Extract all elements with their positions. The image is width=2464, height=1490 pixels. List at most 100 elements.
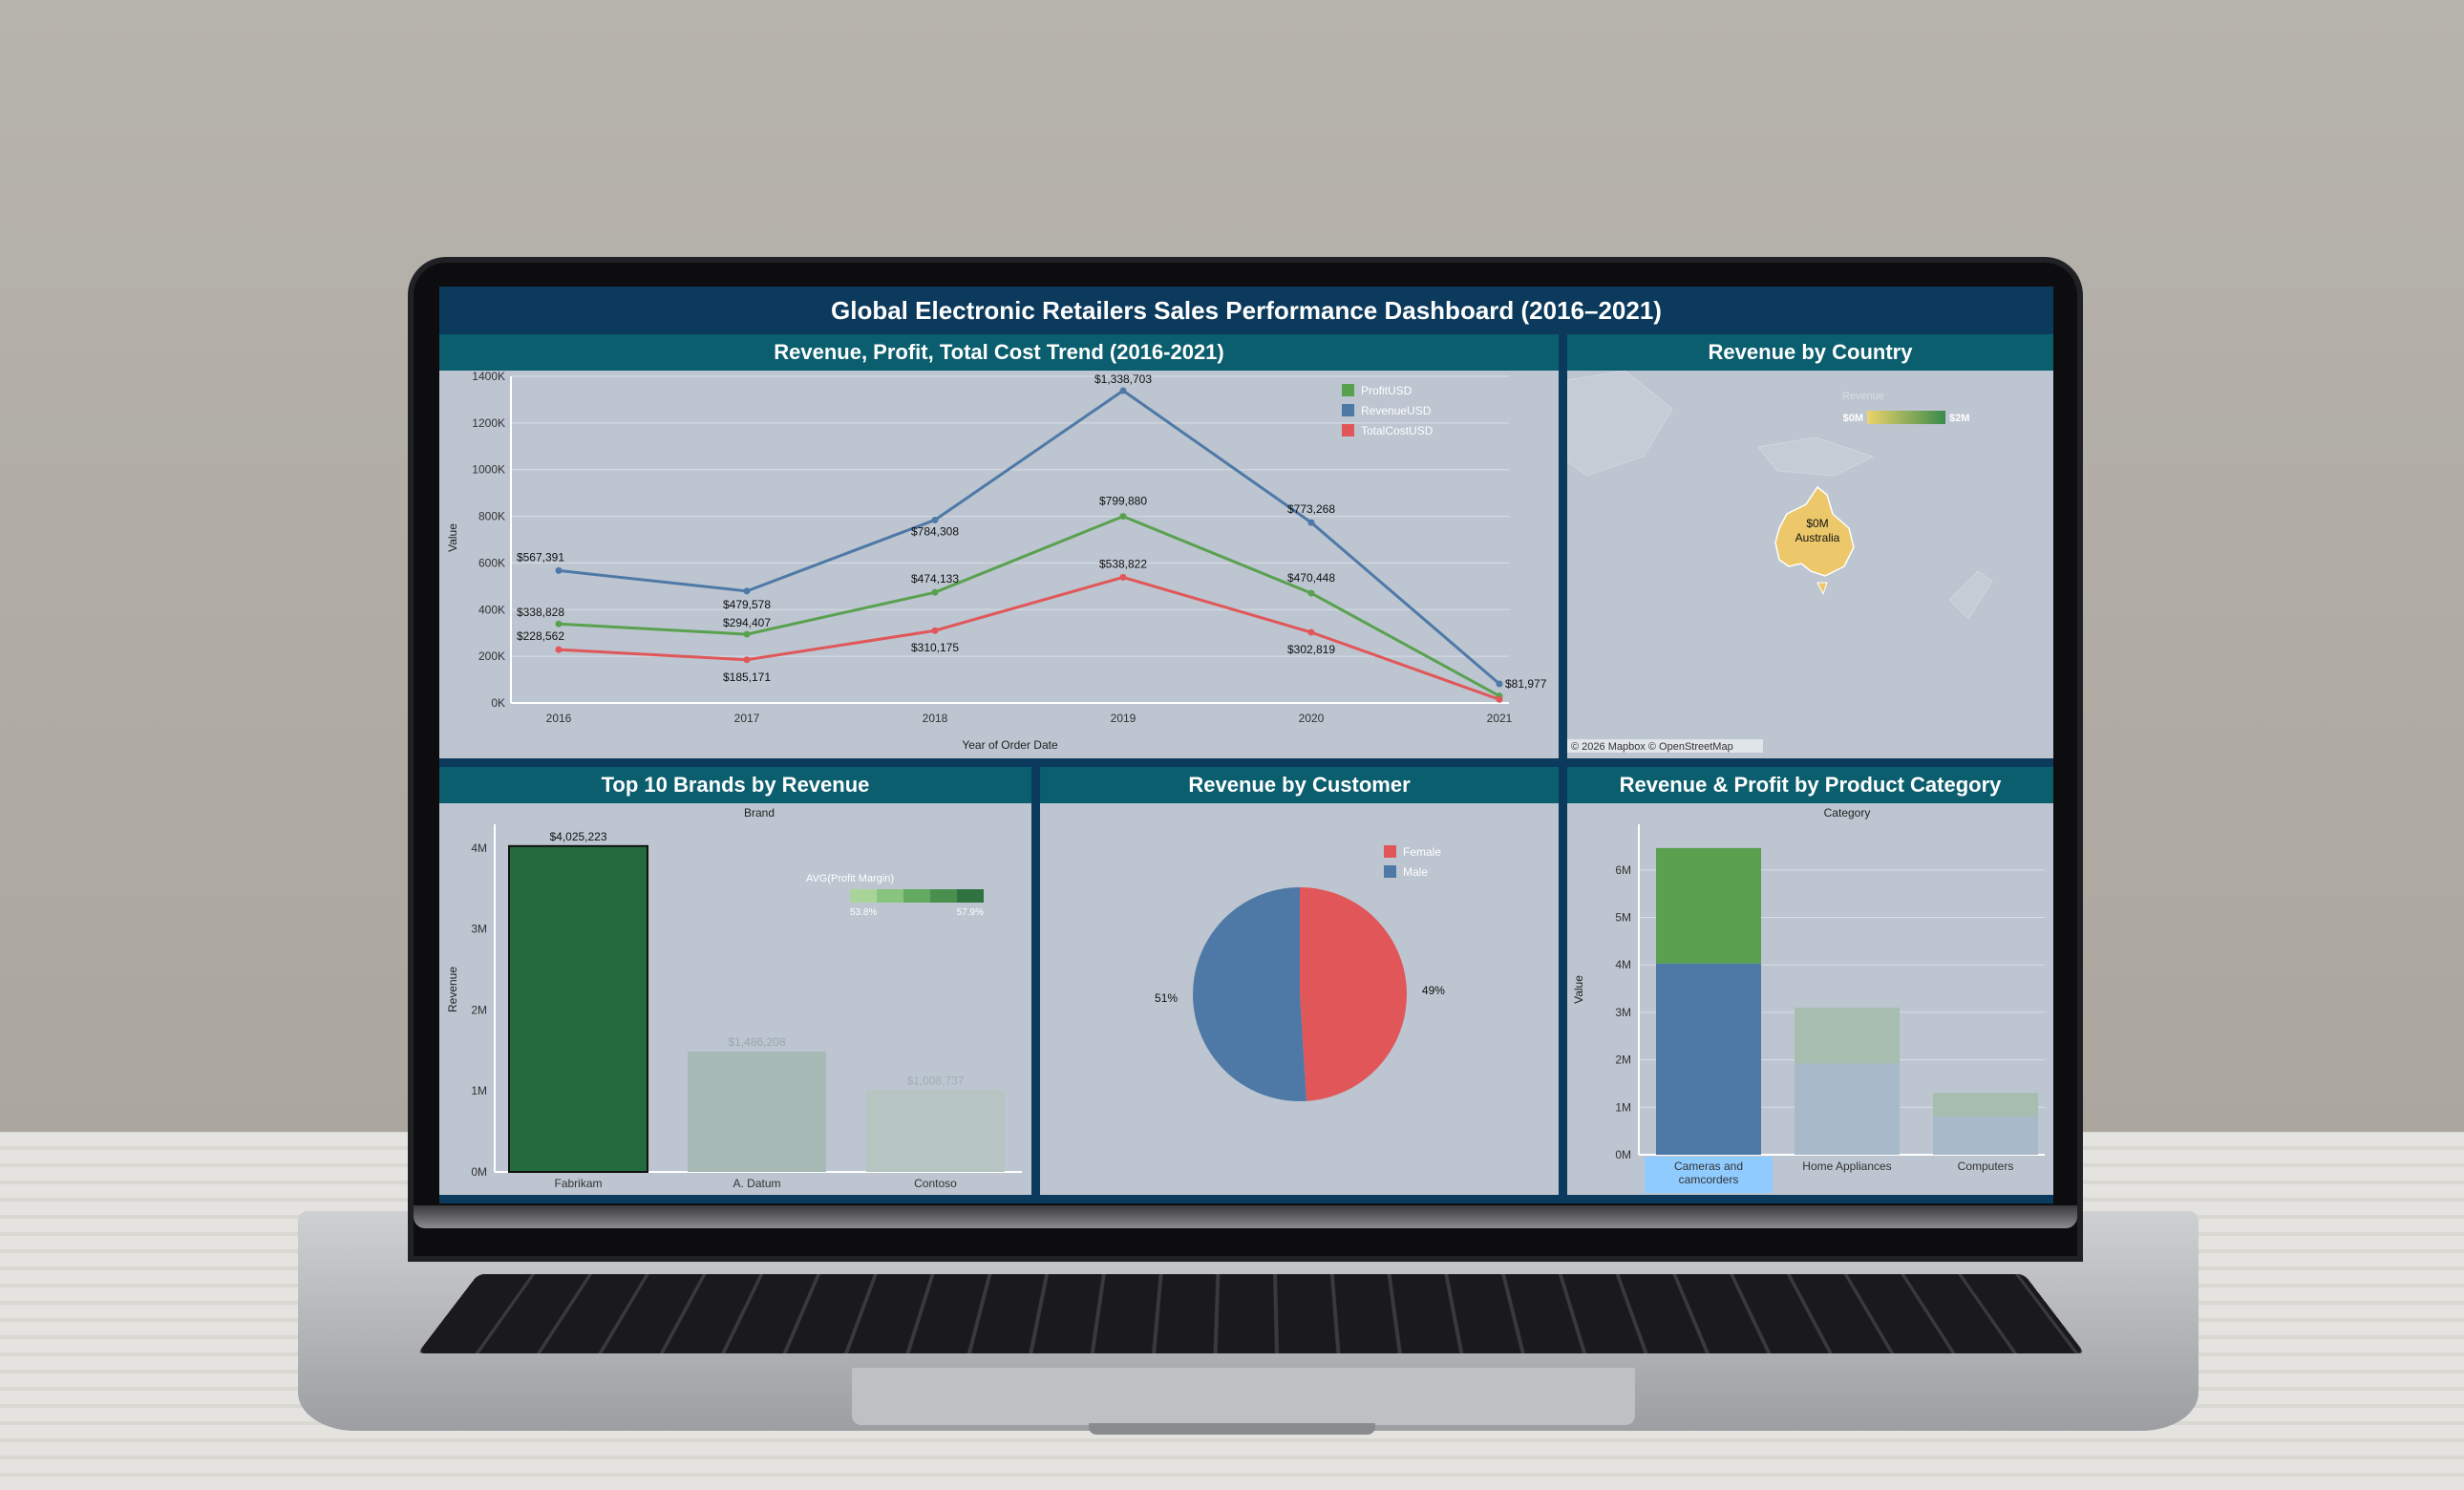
laptop-notch	[1089, 1423, 1375, 1435]
map-legend-gradient	[1867, 411, 1945, 424]
category-bar-profit[interactable]	[1933, 1093, 2038, 1117]
customer-legend-label: Female	[1403, 845, 1441, 859]
brands-bar-value-label: $1,008,737	[906, 1074, 964, 1087]
trend-x-tick-label: 2018	[923, 712, 948, 725]
australia-name-label: Australia	[1795, 531, 1840, 544]
trend-data-label: $538,822	[1099, 557, 1147, 570]
trend-y-tick-label: 200K	[478, 649, 505, 663]
category-bar-revenue[interactable]	[1933, 1117, 2038, 1155]
brands-y-tick-label: 1M	[471, 1084, 487, 1097]
laptop-trackpad	[852, 1368, 1635, 1425]
trend-data-point[interactable]	[556, 567, 563, 574]
brands-chart[interactable]: Brand 0M 1M 2M 3M 4M Revenue $4,025,223 Fabrikam…	[439, 803, 1031, 1195]
category-y-tick-label: 5M	[1615, 910, 1631, 924]
category-bar-profit[interactable]	[1795, 1008, 1900, 1064]
trend-data-point[interactable]	[932, 589, 939, 596]
brands-y-axis-title: Revenue	[446, 967, 459, 1012]
trend-data-point[interactable]	[744, 587, 751, 594]
brands-bar[interactable]	[509, 846, 648, 1172]
trend-data-label: $185,171	[723, 670, 771, 684]
trend-series-line-TotalCostUSD[interactable]	[559, 577, 1499, 699]
brands-bar-value-label: $4,025,223	[549, 830, 606, 843]
country-panel-title: Revenue by Country	[1567, 334, 2053, 371]
trend-data-label: $479,578	[723, 598, 771, 611]
category-y-tick-label: 0M	[1615, 1148, 1631, 1161]
brands-bar[interactable]	[688, 1052, 826, 1172]
brands-color-legend-max: 57.9%	[957, 907, 984, 918]
brands-bar-value-label: $1,486,208	[728, 1035, 785, 1049]
trend-data-point[interactable]	[1497, 696, 1503, 703]
brands-chart-header: Brand	[744, 806, 775, 820]
customer-pie-slice-male[interactable]	[1193, 887, 1306, 1101]
trend-chart[interactable]: 0K 200K 400K 600K 800K 1000K 1200K 1400K 2016 201…	[439, 371, 1559, 758]
category-y-tick-label: 1M	[1615, 1100, 1631, 1114]
trend-data-label: $228,562	[517, 629, 564, 643]
trend-data-label: $294,407	[723, 616, 771, 629]
category-bar-profit[interactable]	[1656, 848, 1761, 964]
trend-data-point[interactable]	[932, 517, 939, 523]
trend-data-point[interactable]	[1308, 629, 1315, 636]
trend-data-point[interactable]	[1308, 520, 1315, 526]
trend-data-point[interactable]	[1120, 574, 1127, 581]
trend-data-label: $773,268	[1287, 502, 1335, 516]
trend-x-tick-label: 2019	[1111, 712, 1136, 725]
trend-data-label: $784,308	[911, 524, 959, 538]
brands-color-legend-step	[903, 889, 930, 903]
trend-data-label: $567,391	[517, 550, 564, 564]
trend-data-point[interactable]	[1120, 513, 1127, 520]
category-y-tick-label: 3M	[1615, 1006, 1631, 1019]
category-bar-revenue[interactable]	[1795, 1064, 1900, 1155]
trend-y-tick-label: 400K	[478, 603, 505, 616]
category-x-tick-label: Cameras and	[1674, 1160, 1743, 1173]
trend-data-label: $470,448	[1287, 571, 1335, 585]
brands-panel-title: Top 10 Brands by Revenue	[439, 767, 1031, 803]
trend-data-point[interactable]	[744, 631, 751, 638]
customer-legend-swatch	[1384, 865, 1396, 878]
customer-panel: Revenue by Customer 49% 51% Female Male	[1040, 767, 1559, 1195]
category-y-tick-label: 2M	[1615, 1054, 1631, 1067]
customer-pie-slice-female[interactable]	[1300, 887, 1407, 1101]
country-map[interactable]: $0MAustraliaRevenue$0M $2M© 2026 Mapbox ©…	[1567, 371, 2053, 758]
category-chart[interactable]: Category 0M 1M 2M 3M 4M 5M 6M Value Cameras andca…	[1567, 803, 2053, 1195]
category-x-tick-label: Computers	[1958, 1160, 2014, 1173]
customer-pie-chart[interactable]: 49% 51% Female Male	[1040, 803, 1559, 1195]
trend-data-point[interactable]	[1308, 590, 1315, 597]
trend-data-point[interactable]	[932, 628, 939, 634]
trend-data-label: $799,880	[1099, 495, 1147, 508]
category-y-tick-label: 4M	[1615, 958, 1631, 971]
category-bar-revenue[interactable]	[1656, 964, 1761, 1155]
trend-data-label: $302,819	[1287, 643, 1335, 656]
trend-data-point[interactable]	[744, 656, 751, 663]
trend-x-tick-label: 2020	[1299, 712, 1325, 725]
trend-data-point[interactable]	[1120, 387, 1127, 394]
trend-x-axis-title: Year of Order Date	[962, 738, 1058, 752]
brands-color-legend-step	[930, 889, 957, 903]
category-y-tick-label: 6M	[1615, 863, 1631, 877]
trend-data-label: $310,175	[911, 641, 959, 654]
brands-y-tick-label: 2M	[471, 1003, 487, 1016]
customer-pie-percent-label: 49%	[1422, 984, 1445, 997]
trend-data-point[interactable]	[556, 621, 563, 628]
trend-series-line-ProfitUSD[interactable]	[559, 517, 1499, 696]
brands-bar[interactable]	[866, 1090, 1005, 1172]
trend-panel-title: Revenue, Profit, Total Cost Trend (2016-…	[439, 334, 1559, 371]
trend-series-line-RevenueUSD[interactable]	[559, 391, 1499, 684]
brands-x-tick-label: Contoso	[914, 1177, 957, 1190]
category-panel: Revenue & Profit by Product Category Cat…	[1567, 767, 2053, 1195]
customer-legend-swatch	[1384, 845, 1396, 858]
trend-data-point[interactable]	[1497, 680, 1503, 687]
country-panel: Revenue by Country $0M Australia Revenue $0…	[1567, 334, 2053, 758]
customer-legend-label: Male	[1403, 865, 1428, 879]
laptop-keyboard	[417, 1274, 2085, 1353]
category-panel-title: Revenue & Profit by Product Category	[1567, 767, 2053, 803]
category-x-tick-label: Home Appliances	[1802, 1160, 1891, 1173]
trend-x-tick-label: 2021	[1487, 712, 1513, 725]
trend-y-tick-label: 0K	[491, 696, 505, 710]
customer-panel-title: Revenue by Customer	[1040, 767, 1559, 803]
map-legend-max: $2M	[1949, 413, 1969, 424]
trend-data-point[interactable]	[556, 647, 563, 653]
dashboard-title: Global Electronic Retailers Sales Perfor…	[439, 296, 2053, 326]
trend-y-tick-label: 1200K	[472, 416, 505, 430]
brands-color-legend-step	[850, 889, 877, 903]
brands-y-tick-label: 0M	[471, 1165, 487, 1179]
